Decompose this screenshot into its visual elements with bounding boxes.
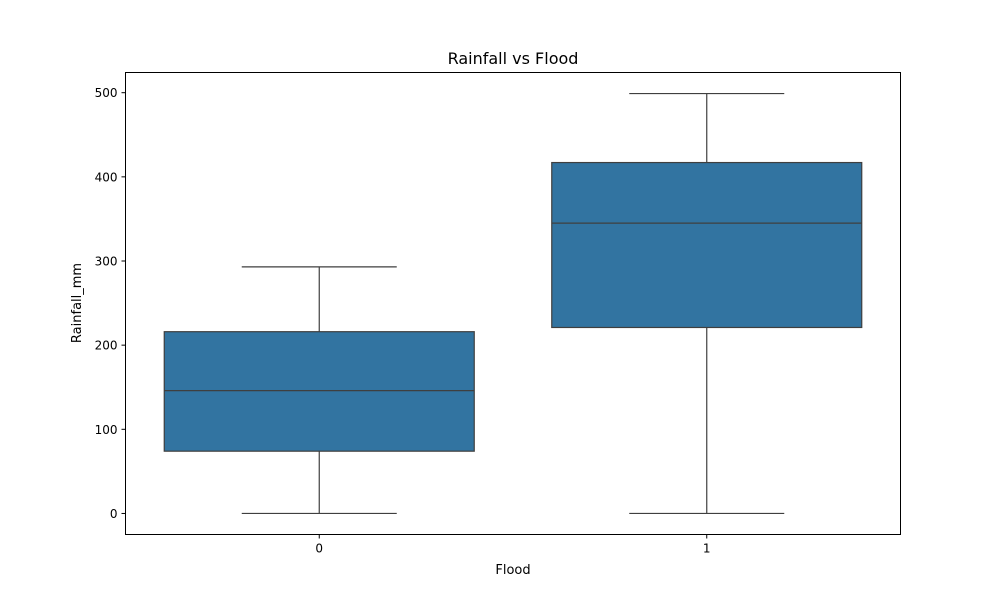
y-tick-label: 500 [95,86,118,100]
boxes-layer [163,92,863,515]
y-tick-label: 100 [95,423,118,437]
box-group-0 [163,266,475,515]
y-tick-label: 400 [95,170,118,184]
chart-title: Rainfall vs Flood [448,49,579,68]
iqr-box [551,161,863,329]
y-tick-label: 200 [95,339,118,353]
x-tick-label: 1 [703,542,711,556]
y-axis-label: Rainfall_mm [70,263,85,343]
plot-frame [125,72,901,535]
y-tick-label: 300 [95,255,118,269]
box-group-1 [551,92,863,515]
iqr-box [163,331,475,452]
x-tick-label: 0 [315,542,323,556]
y-ticks: 0 100 200 300 400 500 [95,86,126,521]
x-axis-label: Flood [495,563,530,578]
y-tick-label: 0 [110,507,118,521]
